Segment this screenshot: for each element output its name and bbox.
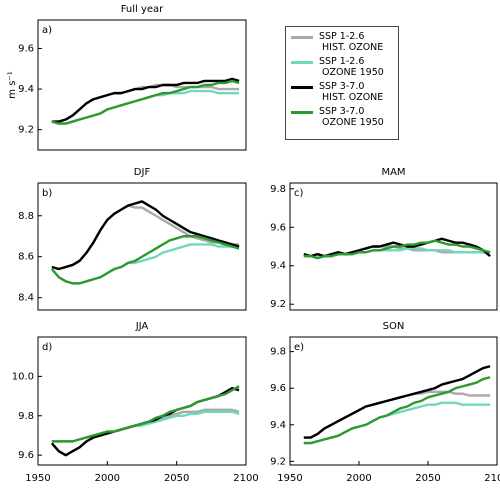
plot-area (303, 237, 491, 260)
legend-swatch (291, 111, 313, 114)
axes-frame (37, 336, 247, 466)
legend-entry: SSP 1-2.6 OZONE 1950 (289, 56, 395, 78)
legend-swatch (291, 86, 313, 89)
y-tick-label: 9.4 (270, 420, 286, 431)
panel-title: JJA (135, 321, 149, 332)
y-tick-label: 9.2 (270, 299, 286, 310)
series-line (51, 200, 240, 271)
series-line (51, 79, 240, 125)
x-tick-label: 2050 (415, 473, 440, 484)
y-tick-label: 8.8 (18, 211, 34, 222)
legend-swatch (291, 61, 313, 64)
series-line (50, 243, 240, 285)
axes-frame (289, 336, 498, 466)
series-line (51, 77, 240, 123)
y-tick-label: 10.0 (12, 371, 34, 382)
panel-title: Full year (121, 4, 164, 15)
y-tick-label: 9.4 (18, 84, 34, 95)
y-tick-label: 9.8 (18, 411, 34, 422)
legend-label: SSP 3-7.0 OZONE 1950 (319, 106, 384, 128)
y-tick-label: 9.4 (270, 261, 286, 272)
series-line (50, 235, 240, 285)
panel-title: DJF (134, 167, 151, 178)
legend-entry: SSP 1-2.6 HIST. OZONE (289, 31, 395, 53)
series-line (303, 239, 491, 260)
legend-entry: SSP 3-7.0 HIST. OZONE (289, 81, 395, 103)
panel-label: d) (42, 342, 52, 353)
y-tick-label: 9.2 (270, 456, 286, 467)
panel-label: a) (42, 25, 52, 36)
x-tick-label: 2000 (346, 473, 371, 484)
y-tick-label: 9.8 (270, 347, 286, 358)
legend-label: SSP 1-2.6 HIST. OZONE (319, 31, 384, 53)
axes-frame (289, 182, 498, 311)
series-line (303, 376, 491, 445)
panel-title: SON (383, 321, 405, 332)
y-tick-label: 9.6 (270, 383, 286, 394)
plot-area (50, 385, 240, 457)
x-tick-label: 2000 (95, 473, 120, 484)
axes-frame (37, 182, 247, 311)
y-tick-label: 9.6 (18, 450, 34, 461)
axes-frame (37, 19, 247, 151)
legend: SSP 1-2.6 HIST. OZONE SSP 1-2.6 OZONE 195… (285, 26, 399, 140)
panel-label: c) (294, 188, 303, 199)
legend-entry: SSP 3-7.0 OZONE 1950 (289, 106, 395, 128)
x-tick-label: 1950 (277, 473, 302, 484)
series-line (51, 385, 240, 443)
plot-area (51, 77, 240, 125)
y-tick-label: 9.6 (18, 43, 34, 54)
y-tick-label: 9.8 (270, 184, 286, 195)
y-axis-label: m s⁻¹ (7, 71, 18, 98)
legend-swatch (291, 36, 313, 39)
y-tick-label: 8.6 (18, 252, 34, 263)
y-tick-label: 8.4 (18, 293, 34, 304)
x-tick-label: 2100 (233, 473, 258, 484)
y-tick-label: 9.2 (18, 125, 34, 136)
x-tick-label: 2100 (484, 473, 500, 484)
legend-label: SSP 3-7.0 HIST. OZONE (319, 81, 384, 103)
panel-title: MAM (381, 167, 405, 178)
series-line (303, 365, 491, 439)
series-line (51, 410, 240, 443)
legend-label: SSP 1-2.6 OZONE 1950 (319, 56, 384, 78)
panel-label: e) (294, 342, 304, 353)
plot-area (50, 200, 240, 285)
plot-area (303, 365, 491, 445)
series-line (303, 237, 491, 258)
x-tick-label: 2050 (164, 473, 189, 484)
y-tick-label: 9.6 (270, 222, 286, 233)
x-tick-label: 1950 (25, 473, 50, 484)
panel-label: b) (42, 188, 52, 199)
